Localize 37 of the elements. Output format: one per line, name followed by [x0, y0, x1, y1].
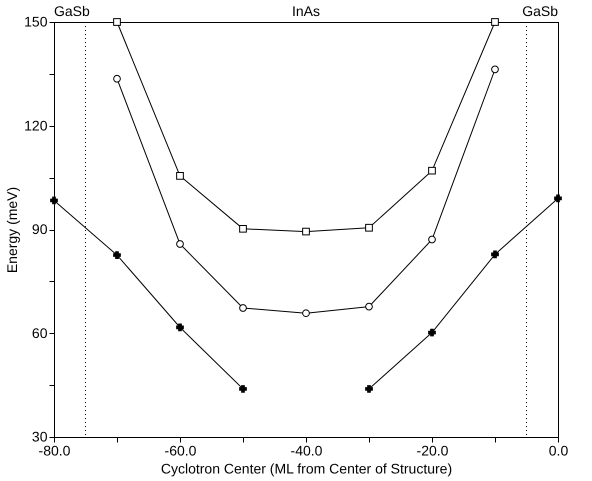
point: [176, 324, 184, 332]
point: [428, 328, 436, 336]
point: [113, 18, 121, 26]
point: [113, 251, 121, 259]
y-tick-label: 30: [32, 428, 48, 444]
x-tick-label: -20.0: [416, 442, 449, 458]
x-tick-label: -40.0: [290, 442, 323, 458]
point: [176, 240, 184, 248]
point: [302, 228, 310, 236]
point: [239, 304, 247, 312]
point: [365, 302, 373, 310]
point: [428, 166, 436, 175]
point: [554, 194, 562, 202]
y-tick-label: 90: [32, 221, 48, 237]
point: [113, 74, 121, 83]
x-tick-label: -80.0: [38, 442, 71, 458]
y-tick-label: 60: [32, 324, 48, 341]
text: GaSb: [54, 3, 90, 19]
y-tick-label: 120: [24, 117, 48, 134]
text: InAs: [292, 3, 320, 19]
point: [50, 196, 58, 204]
point: [491, 250, 499, 258]
point: [428, 236, 436, 244]
point: [365, 385, 373, 393]
point: [302, 309, 310, 318]
text: GaSb: [522, 3, 558, 19]
point: [491, 18, 499, 26]
y-tick-label: 150: [24, 14, 48, 30]
point: [239, 224, 247, 233]
x-axis-title: Cyclotron Center (ML from Center of Structure): [160, 460, 452, 476]
point: [491, 66, 499, 74]
x-tick-label: 0.0: [548, 442, 568, 458]
x-tick-label: -60.0: [164, 442, 197, 458]
point: [239, 385, 247, 393]
point: [365, 224, 373, 232]
point: [176, 172, 184, 180]
y-axis-title: Energy (meV): [4, 186, 20, 274]
